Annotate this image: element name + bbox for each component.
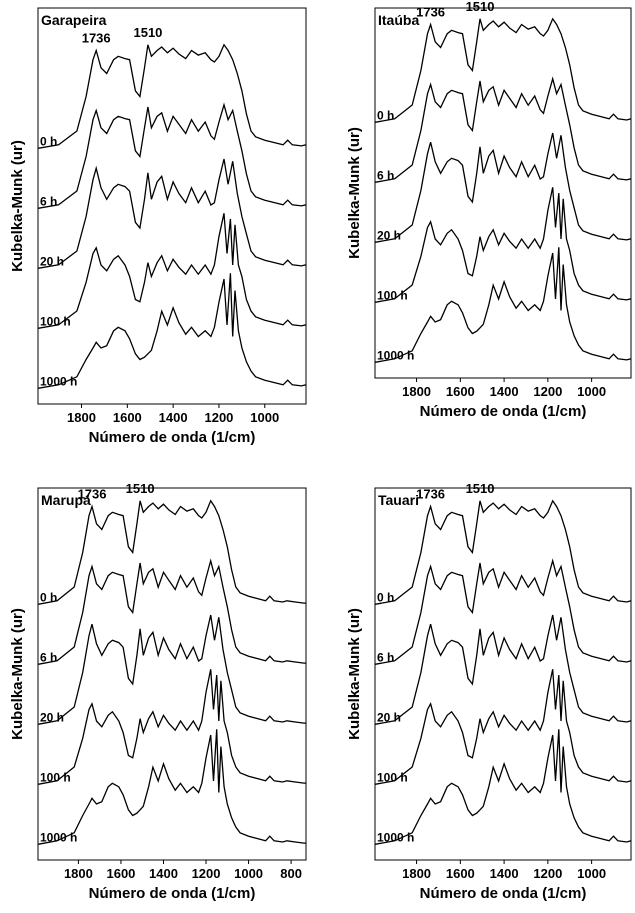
x-tick-label: 1000	[577, 866, 606, 881]
series-label: 6 h	[40, 194, 57, 208]
series-line-6h	[38, 558, 306, 665]
peak-label: 1736	[78, 487, 107, 502]
series-line-100h	[375, 669, 631, 785]
x-tick-label: 1600	[446, 384, 475, 399]
series-label: 6 h	[377, 650, 394, 664]
series-line-100h	[375, 187, 631, 303]
series-label: 1000 h	[377, 348, 414, 362]
panel-title: Tauari	[378, 492, 419, 508]
chart-panel-0: Garapeira 0 h 6 h 20 h 100 h 1000 h 1736 1510 18…	[9, 7, 307, 446]
series-line-1000h	[38, 273, 306, 389]
series-line-1000h	[38, 729, 306, 845]
x-tick-label: 1800	[64, 866, 93, 881]
panel-title: Garapeira	[41, 12, 107, 28]
series-line-20h	[38, 158, 306, 269]
x-axis-label: Número de onda (1/cm)	[89, 885, 256, 902]
x-tick-label: 1200	[533, 866, 562, 881]
plot-frame	[374, 7, 632, 379]
x-axis-label: Número de onda (1/cm)	[89, 429, 256, 446]
peak-label: 1510	[466, 0, 495, 14]
series-label: 20 h	[40, 710, 64, 724]
x-tick-label: 1600	[446, 866, 475, 881]
x-tick-label: 1200	[204, 410, 233, 425]
plot-frame	[37, 487, 307, 861]
series-label: 6 h	[40, 650, 57, 664]
series-label: 20 h	[377, 228, 401, 242]
x-tick-label: 1000	[250, 410, 279, 425]
chart-panel-1: Itaúba 0 h 6 h 20 h 100 h 1000 h 1736 1510 1800 1…	[346, 0, 632, 420]
panel-title: Marupá	[41, 492, 91, 508]
series-line-6h	[375, 558, 631, 665]
peak-label: 1736	[416, 5, 445, 20]
x-tick-label: 1400	[490, 866, 519, 881]
x-axis-label: Número de onda (1/cm)	[420, 403, 587, 420]
series-line-1000h	[375, 729, 631, 845]
x-tick-label: 1400	[490, 384, 519, 399]
series-label: 1000 h	[40, 830, 77, 844]
x-tick-label: 1000	[577, 384, 606, 399]
x-tick-label: 800	[280, 866, 302, 881]
series-label: 0 h	[377, 108, 394, 122]
peak-label: 1736	[416, 487, 445, 502]
chart-panel-3: Tauari 0 h 6 h 20 h 100 h 1000 h 1736 1510 1800 1…	[346, 481, 632, 902]
series-label: 1000 h	[40, 374, 77, 388]
series-label: 6 h	[377, 168, 394, 182]
y-axis-label: Kubelka-Munk (ur)	[9, 608, 26, 740]
chart-panel-2: Marupá 0 h 6 h 20 h 100 h 1000 h 1736 1510 1800 1…	[9, 481, 307, 902]
series-label: 100 h	[40, 314, 71, 328]
series-line-6h	[38, 102, 306, 209]
series-line-100h	[38, 669, 306, 785]
y-axis-label: Kubelka-Munk (ur)	[346, 127, 363, 259]
peak-label: 1736	[82, 31, 111, 46]
series-label: 0 h	[40, 590, 57, 604]
series-line-1000h	[375, 247, 631, 363]
peak-label: 1510	[133, 25, 162, 40]
series-label: 0 h	[377, 590, 394, 604]
x-tick-label: 1200	[192, 866, 221, 881]
series-label: 100 h	[40, 770, 71, 784]
series-line-0h	[375, 499, 631, 605]
series-label: 100 h	[377, 770, 408, 784]
x-tick-label: 1000	[234, 866, 263, 881]
x-tick-label: 1200	[533, 384, 562, 399]
x-tick-label: 1400	[149, 866, 178, 881]
x-tick-label: 1800	[67, 410, 96, 425]
peak-label: 1510	[126, 481, 155, 496]
y-axis-label: Kubelka-Munk (ur)	[9, 140, 26, 272]
x-tick-label: 1400	[159, 410, 188, 425]
series-label: 100 h	[377, 288, 408, 302]
series-line-20h	[38, 614, 306, 725]
series-line-0h	[38, 499, 306, 605]
series-line-6h	[375, 76, 631, 183]
peak-label: 1510	[466, 481, 495, 496]
series-line-0h	[38, 43, 306, 149]
plot-frame	[374, 487, 632, 861]
x-tick-label: 1600	[113, 410, 142, 425]
series-label: 0 h	[40, 134, 57, 148]
series-label: 1000 h	[377, 830, 414, 844]
y-axis-label: Kubelka-Munk (ur)	[346, 608, 363, 740]
x-tick-label: 1800	[402, 866, 431, 881]
x-tick-label: 1800	[402, 384, 431, 399]
plot-frame	[37, 7, 307, 405]
x-tick-label: 1600	[106, 866, 135, 881]
series-label: 20 h	[40, 254, 64, 268]
series-line-100h	[38, 213, 306, 329]
series-line-20h	[375, 614, 631, 725]
series-label: 20 h	[377, 710, 401, 724]
series-line-0h	[375, 17, 631, 123]
panel-title: Itaúba	[378, 12, 419, 28]
series-line-20h	[375, 132, 631, 243]
x-axis-label: Número de onda (1/cm)	[420, 885, 587, 902]
